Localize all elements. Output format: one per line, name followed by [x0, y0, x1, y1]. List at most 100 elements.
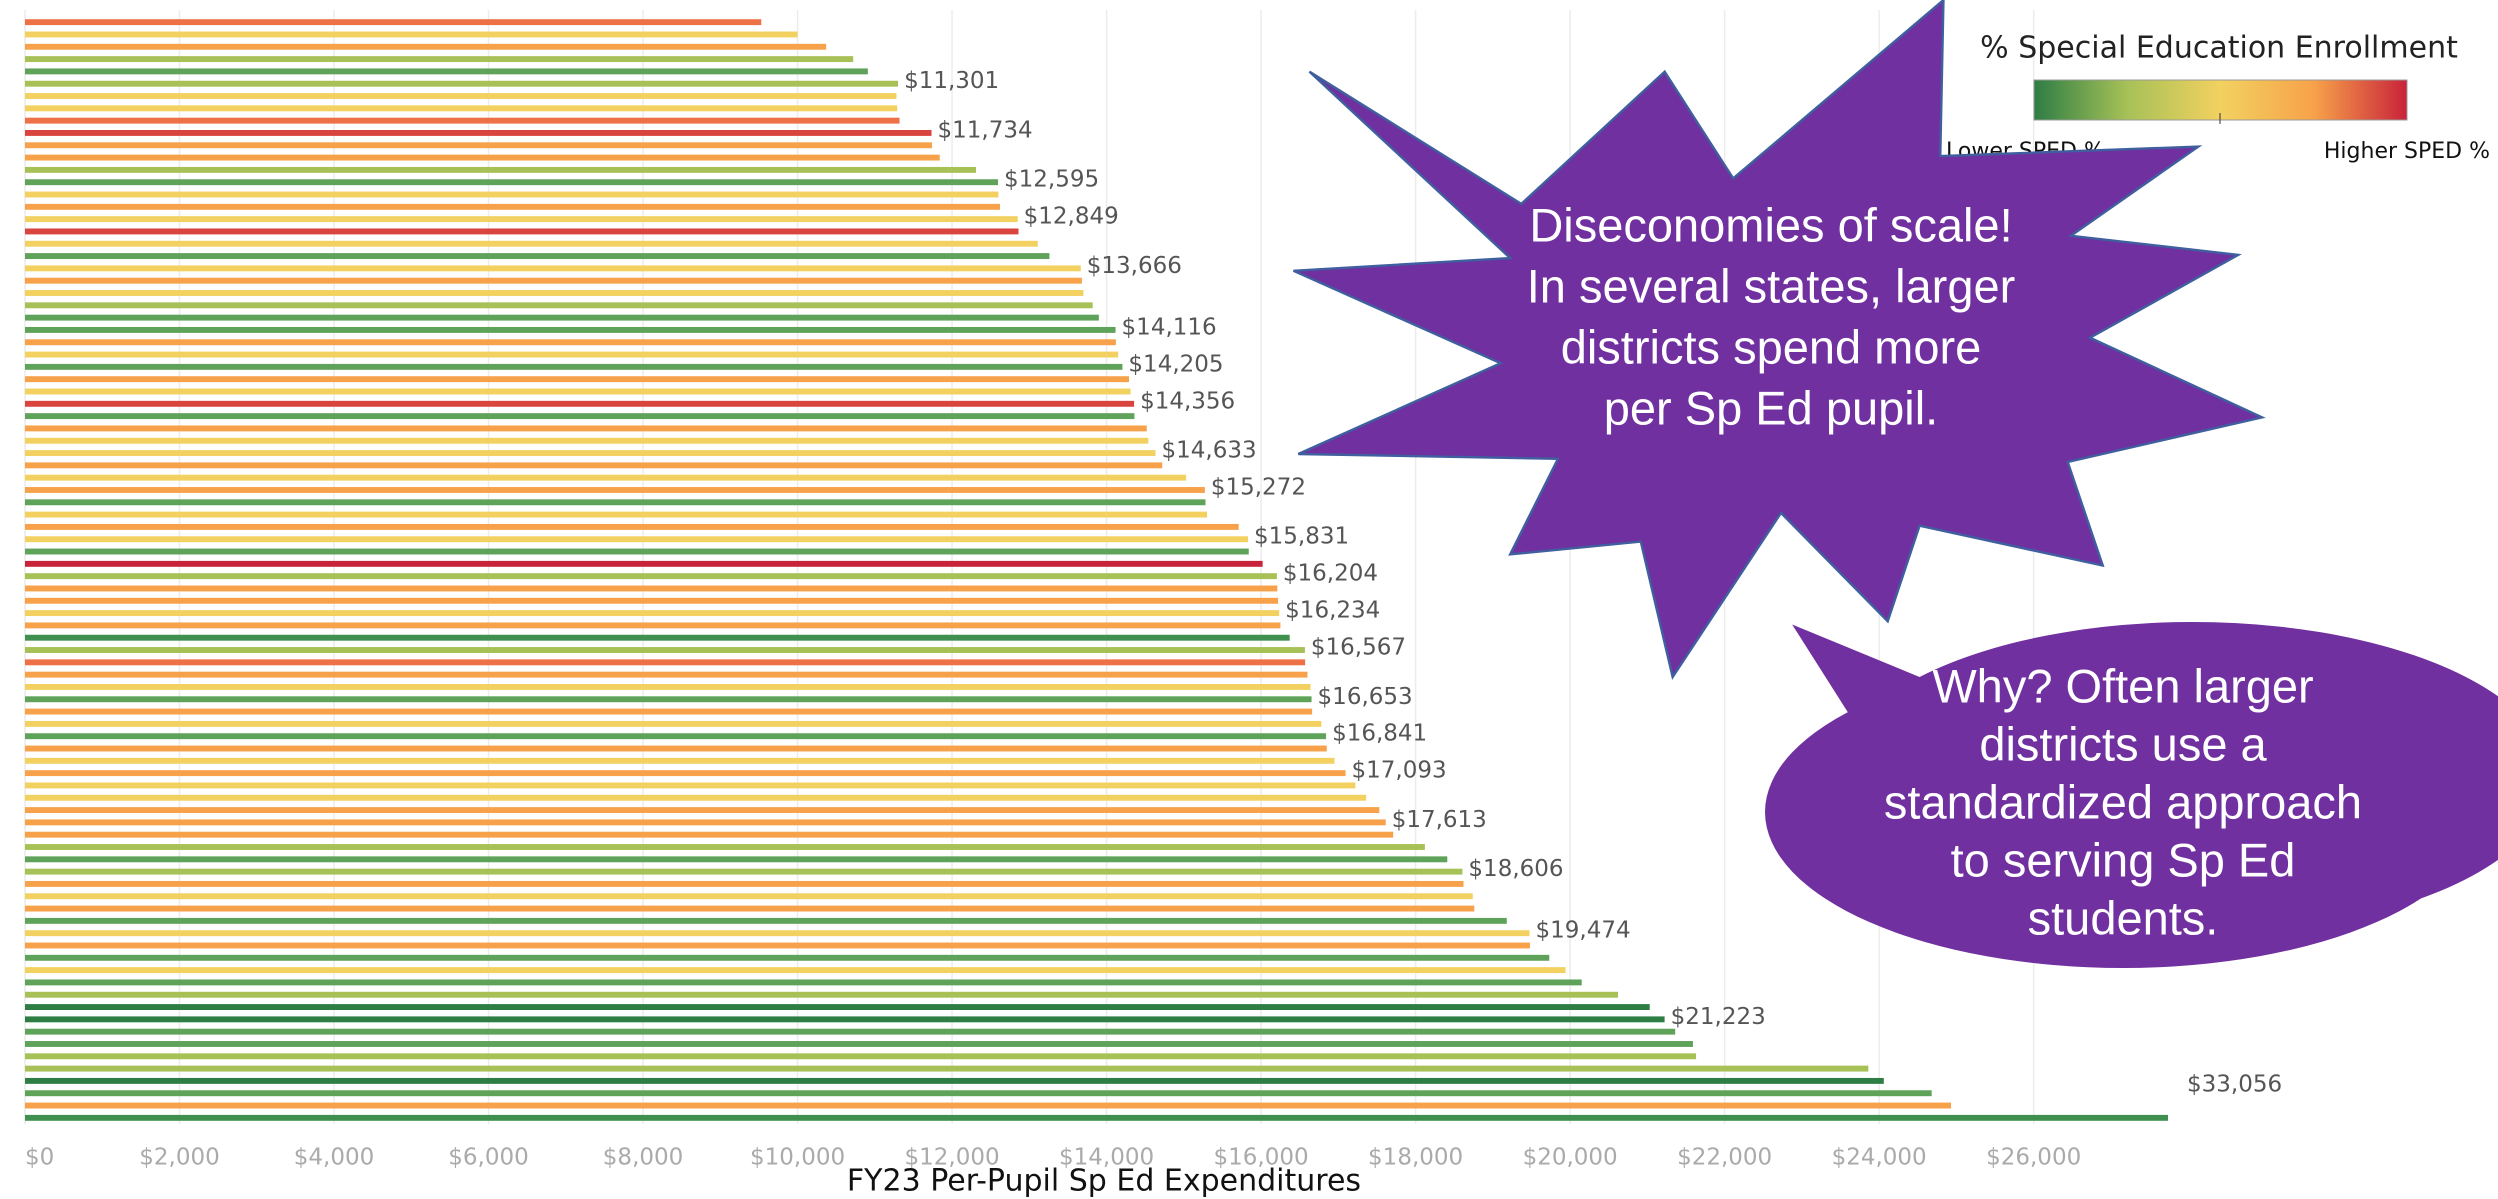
- annotation-line: per Sp Ed pupil.: [1604, 381, 1938, 434]
- bar: [25, 1053, 1696, 1059]
- x-tick-label: $4,000: [294, 1145, 374, 1171]
- value-label: $15,272: [1211, 474, 1306, 500]
- x-tick-label: $10,000: [750, 1145, 845, 1171]
- bar: [25, 1078, 1884, 1084]
- bar: [25, 536, 1248, 542]
- bar: [25, 1016, 1665, 1022]
- value-label: $14,205: [1128, 351, 1223, 377]
- annotation-line: In several states, larger: [1527, 259, 2016, 312]
- bar: [25, 721, 1321, 727]
- value-label: $21,223: [1671, 1004, 1766, 1030]
- bar: [25, 918, 1507, 924]
- bar: [25, 869, 1462, 875]
- bar: [25, 401, 1134, 407]
- bar: [25, 610, 1279, 616]
- value-label: $11,301: [904, 68, 999, 94]
- bar: [25, 967, 1565, 973]
- x-tick-label: $0: [25, 1145, 54, 1171]
- value-label: $16,234: [1285, 598, 1380, 624]
- bar: [25, 955, 1549, 961]
- bar: [25, 290, 1083, 296]
- bar: [25, 930, 1529, 936]
- annotation-line: standardized approach: [1884, 775, 2362, 828]
- bar: [25, 659, 1305, 665]
- bar: [25, 228, 1019, 234]
- bar: [25, 179, 998, 185]
- bar: [25, 893, 1473, 899]
- bar: [25, 487, 1205, 493]
- bar: [25, 844, 1425, 850]
- value-label: $14,356: [1140, 388, 1235, 414]
- value-label: $13,666: [1087, 253, 1182, 279]
- bar: [25, 1115, 2498, 1121]
- value-label: $16,653: [1318, 684, 1413, 710]
- x-tick-label: $18,000: [1368, 1145, 1463, 1171]
- bar: [25, 253, 1049, 259]
- bar: [25, 204, 1000, 210]
- value-label: $33,056: [2187, 1071, 2282, 1097]
- x-tick-label: $6,000: [448, 1145, 528, 1171]
- bar: [25, 1103, 1951, 1109]
- legend-title: % Special Education Enrollment: [1980, 31, 2458, 66]
- bar: [25, 684, 1311, 690]
- bar: [25, 549, 1249, 555]
- bar: [25, 130, 932, 136]
- bar: [25, 425, 1147, 431]
- annotation-line: Why? Often larger: [1932, 659, 2313, 712]
- annotation-line: districts spend more: [1561, 320, 1982, 373]
- bar: [25, 672, 1307, 678]
- bar: [25, 413, 1134, 419]
- value-label: $17,093: [1352, 758, 1447, 784]
- bar: [25, 32, 798, 38]
- bar: [25, 475, 1186, 481]
- value-label: $19,474: [1535, 918, 1630, 944]
- annotation-line: Diseconomies of scale!: [1529, 198, 2012, 251]
- bar: [25, 979, 1582, 985]
- bar: [25, 696, 1312, 702]
- bar: [25, 758, 1334, 764]
- bar: [25, 389, 1131, 395]
- bar: [25, 906, 1474, 912]
- bar: [25, 770, 1346, 776]
- bar: [25, 1041, 1693, 1047]
- value-label: $18,606: [1468, 856, 1563, 882]
- bar: [25, 241, 1038, 247]
- bar: [25, 499, 1205, 505]
- value-label: $16,204: [1283, 561, 1378, 587]
- bar: [25, 327, 1116, 333]
- bar: [25, 155, 940, 161]
- annotation-line: districts use a: [1979, 717, 2267, 770]
- bar: [25, 450, 1155, 456]
- value-label: $11,734: [938, 117, 1033, 143]
- bar: [25, 647, 1305, 653]
- legend-high-label: Higher SPED %: [2324, 139, 2490, 164]
- x-tick-label: $2,000: [139, 1145, 219, 1171]
- bar: [25, 795, 1366, 801]
- bar: [25, 832, 1393, 838]
- bar: [25, 339, 1116, 345]
- bar: [25, 598, 1278, 604]
- annotation-line: to serving Sp Ed: [1951, 833, 2296, 886]
- bar: [25, 192, 998, 198]
- bar: [25, 573, 1277, 579]
- value-label: $12,849: [1024, 204, 1119, 230]
- bar: [25, 943, 1530, 949]
- value-label: $14,633: [1161, 438, 1256, 464]
- bar: [25, 142, 932, 148]
- bar: [25, 118, 900, 124]
- bar: [25, 819, 1386, 825]
- x-tick-label: $8,000: [603, 1145, 683, 1171]
- bar: [25, 216, 1018, 222]
- bar: [25, 856, 1447, 862]
- bar: [25, 1090, 1932, 1096]
- bar: [25, 524, 1239, 530]
- x-tick-label: $22,000: [1677, 1145, 1772, 1171]
- bar: [25, 302, 1093, 308]
- value-label: $15,831: [1254, 524, 1349, 550]
- bar: [25, 68, 868, 74]
- x-tick-label: $24,000: [1832, 1145, 1927, 1171]
- bar: [25, 93, 896, 99]
- bar: [25, 19, 761, 25]
- bar: [25, 81, 898, 87]
- bar: [25, 746, 1327, 752]
